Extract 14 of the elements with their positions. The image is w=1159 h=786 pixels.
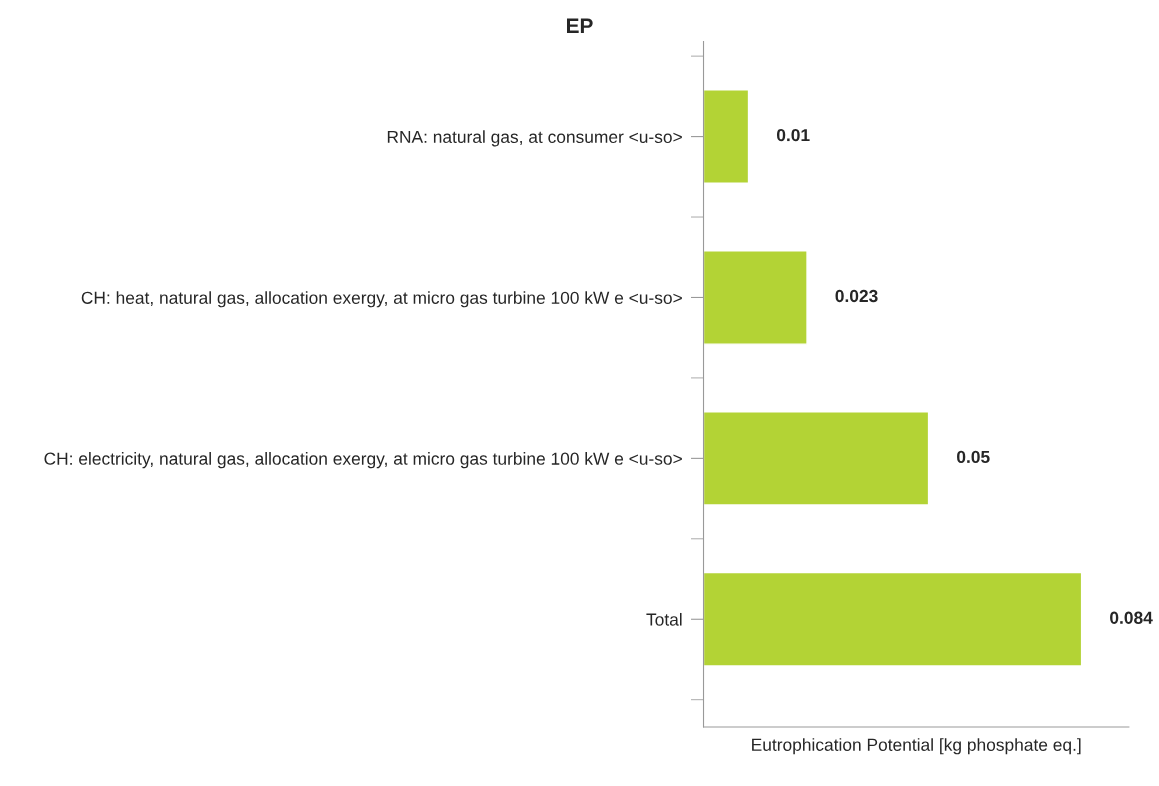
data-label: 0.05	[957, 450, 990, 464]
y-tick-label: CH: heat, natural gas, allocation exergy, at micro gas turbine 100 kW e <u-so>	[81, 291, 682, 308]
data-label: 0.084	[1110, 611, 1153, 624]
x-axis-title: Eutrophication Potential [kg phosphate eq.]	[752, 738, 1081, 755]
bar	[703, 250, 808, 345]
data-label: 0.023	[835, 289, 878, 303]
bar	[703, 89, 750, 184]
y-tick-label: Total	[646, 612, 682, 626]
y-tick-label: CH: electricity, natural gas, allocation exergy, at micro gas turbine 100 kW e <u-so>	[44, 452, 682, 469]
bar	[703, 411, 930, 506]
bar	[703, 571, 1083, 667]
y-tick-label: RNA: natural gas, at consumer <u-so>	[387, 130, 682, 147]
data-label: 0.01	[776, 128, 810, 142]
chart-title: EP	[567, 18, 593, 33]
